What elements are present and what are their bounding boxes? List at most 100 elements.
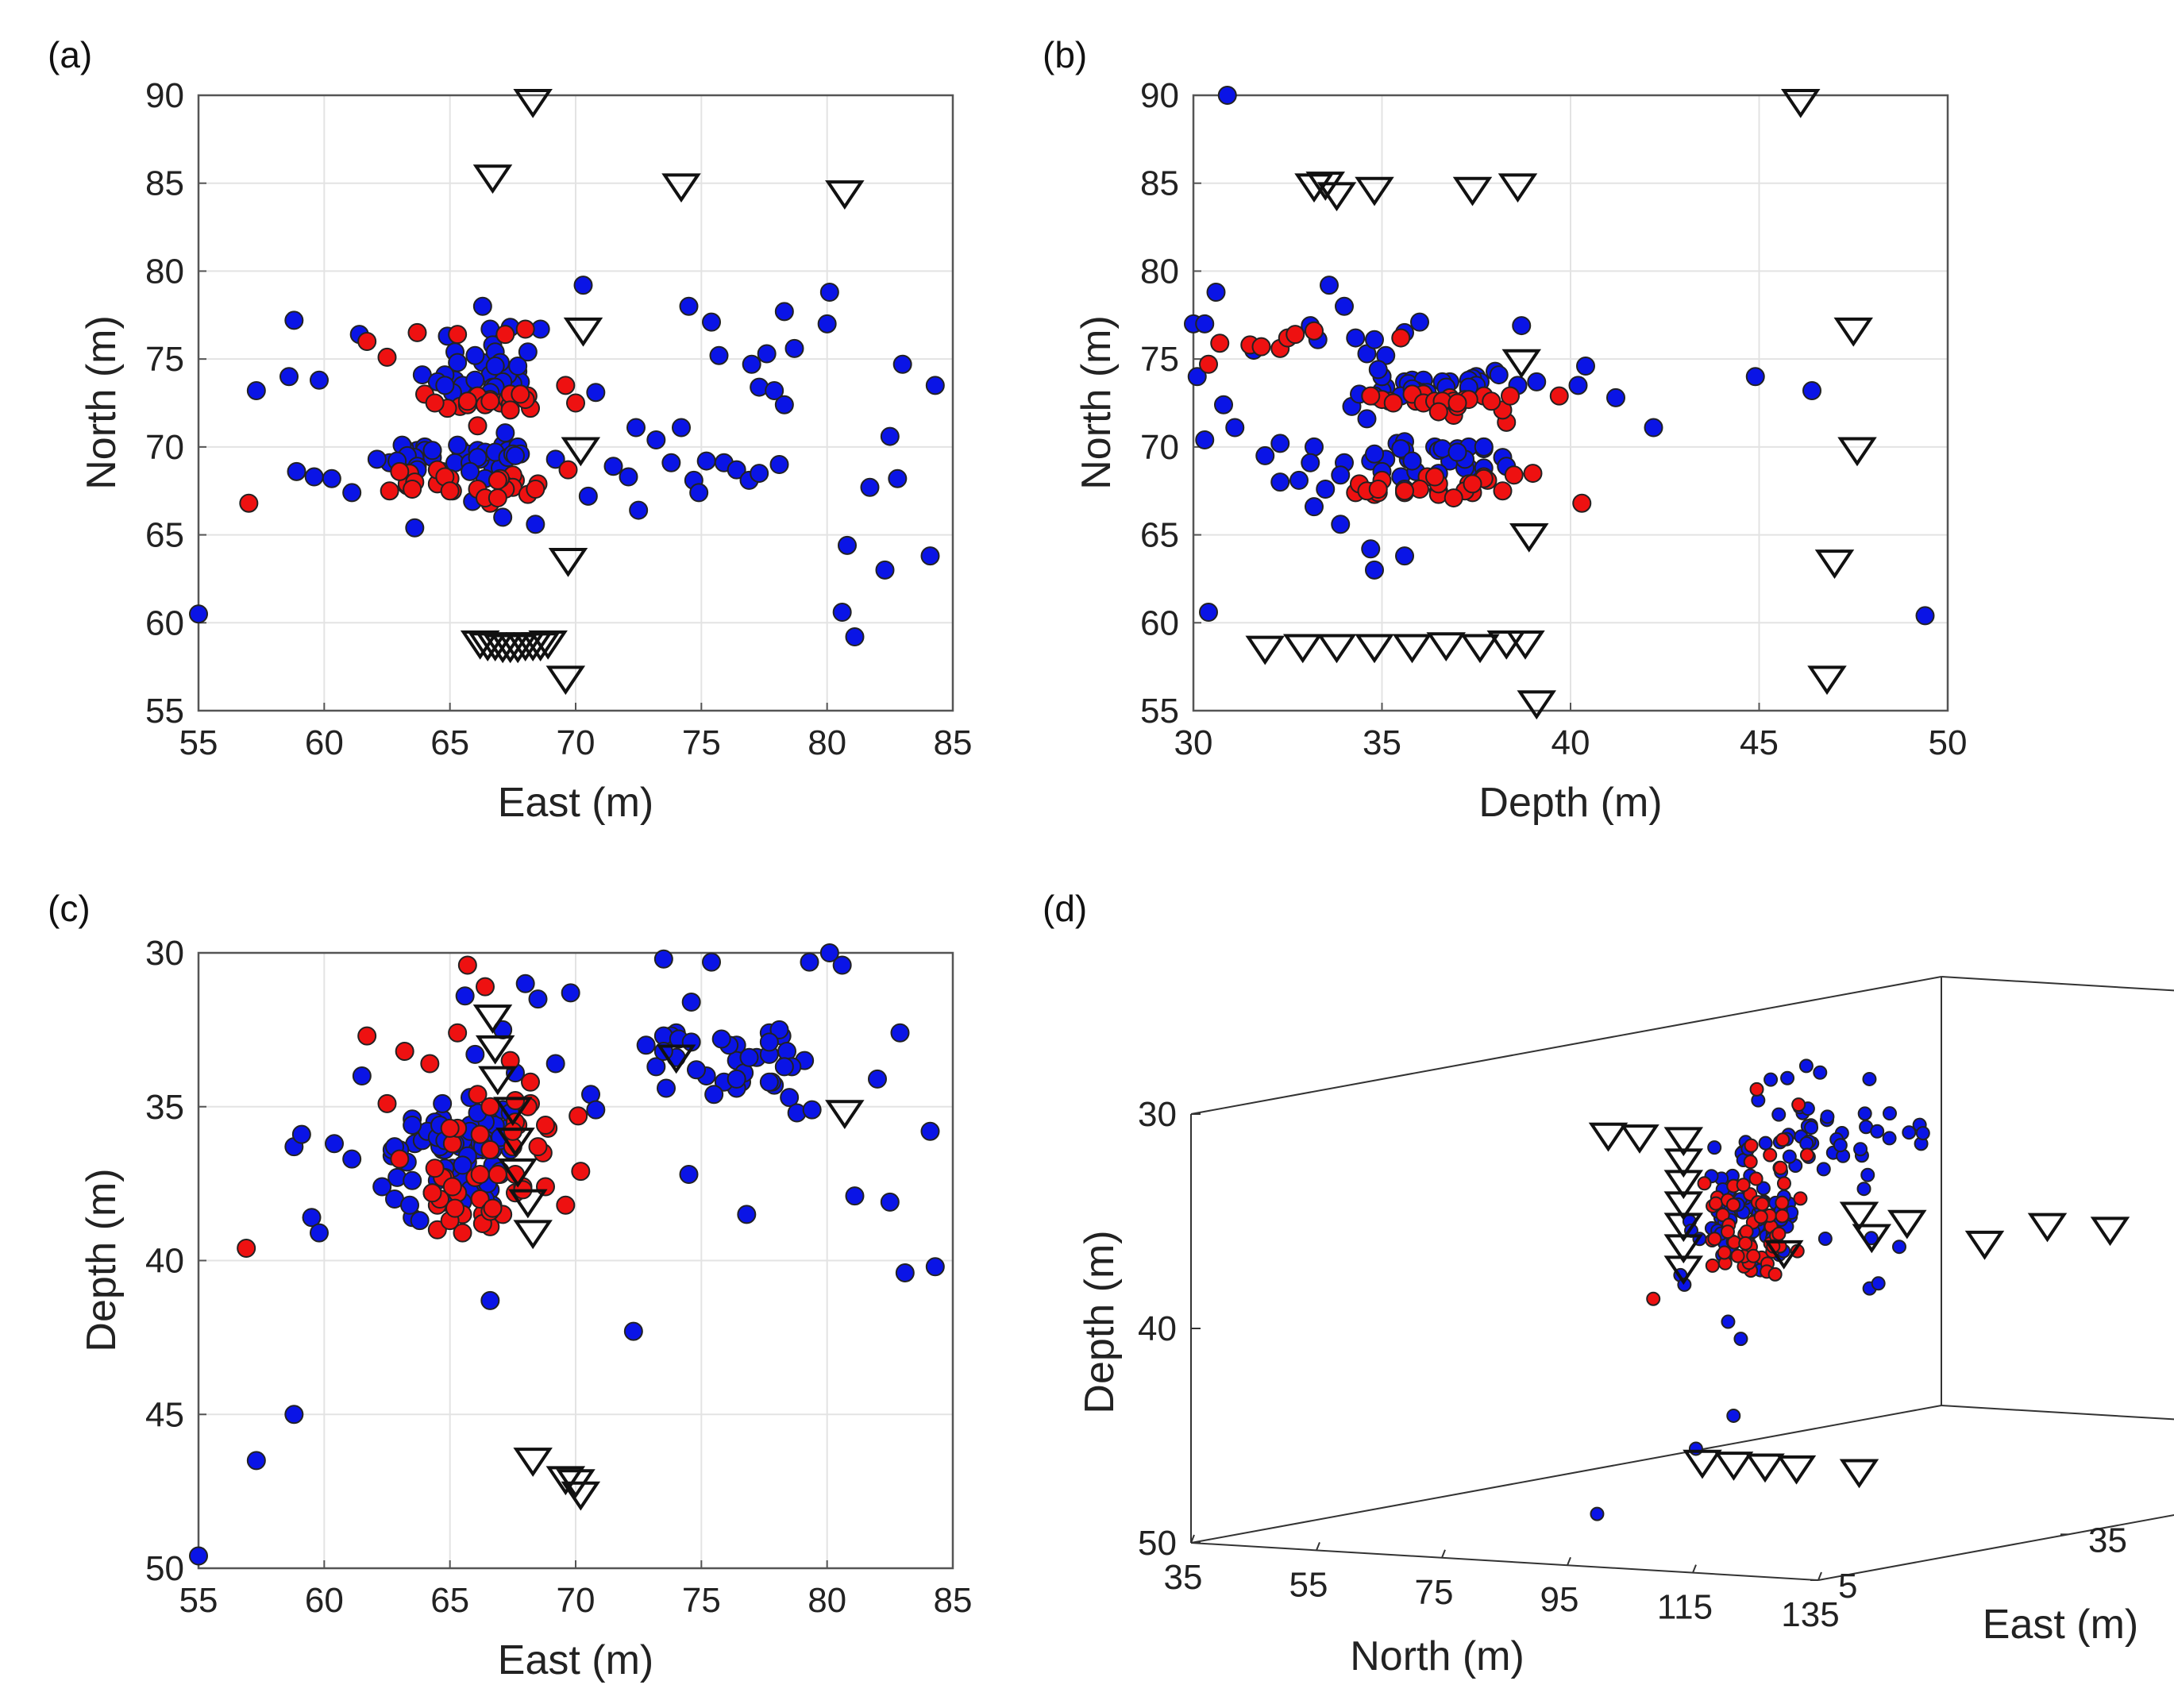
sensor-triangle bbox=[475, 632, 515, 662]
event-point-3d bbox=[1882, 1131, 1897, 1146]
event-point-blue bbox=[1606, 387, 1625, 407]
event-point-3d bbox=[1744, 1138, 1759, 1153]
sensor-triangle bbox=[1245, 635, 1286, 665]
x-tick-label: 65 bbox=[430, 723, 469, 762]
event-point-red bbox=[511, 384, 530, 404]
event-point-red bbox=[536, 1177, 555, 1197]
event-point-blue bbox=[661, 453, 681, 472]
event-point-blue bbox=[1195, 314, 1215, 334]
sensor-triangle bbox=[528, 630, 568, 660]
sensor-triangle bbox=[545, 665, 586, 696]
sensor-triangle bbox=[548, 547, 588, 577]
event-point-blue bbox=[838, 535, 857, 555]
event-point-blue bbox=[925, 1257, 945, 1277]
event-point-3d bbox=[1773, 1160, 1788, 1175]
y-tick-label: 35 bbox=[145, 1088, 184, 1127]
event-point-red bbox=[457, 391, 477, 411]
event-point-3d bbox=[1870, 1124, 1885, 1139]
event-point-3d bbox=[1856, 1182, 1871, 1197]
sensor-triangle bbox=[1355, 634, 1394, 664]
event-point-blue bbox=[1331, 515, 1351, 534]
event-point-red bbox=[448, 325, 468, 345]
sensor-triangle-3d bbox=[1588, 1122, 1629, 1152]
event-point-red bbox=[1210, 334, 1230, 353]
event-point-blue bbox=[774, 1057, 794, 1077]
event-point-blue bbox=[322, 468, 341, 488]
event-point-blue bbox=[892, 354, 912, 374]
box-edge bbox=[1190, 1405, 1942, 1544]
event-point-3d bbox=[1804, 1120, 1819, 1135]
event-point-blue bbox=[573, 276, 593, 295]
event-point-3d bbox=[1748, 1171, 1763, 1186]
sensor-triangle bbox=[520, 632, 561, 662]
event-point-red bbox=[377, 1093, 397, 1113]
event-point-3d bbox=[1726, 1408, 1741, 1423]
sensor-triangle-3d bbox=[2090, 1216, 2130, 1247]
y-tick-label: 70 bbox=[145, 428, 184, 467]
box-edge bbox=[1941, 976, 2174, 992]
event-point-red bbox=[506, 1091, 525, 1110]
y-tick-label: 60 bbox=[1140, 603, 1179, 642]
marks-c bbox=[189, 943, 945, 1566]
x-axis-title-b: Depth (m) bbox=[1478, 780, 1662, 826]
event-point-3d bbox=[1853, 1142, 1868, 1157]
event-point-blue bbox=[1447, 442, 1467, 462]
event-point-blue bbox=[709, 345, 729, 365]
sensor-triangle bbox=[472, 1004, 513, 1034]
event-point-red bbox=[1361, 386, 1381, 406]
sensor-triangle-3d bbox=[1663, 1255, 1704, 1286]
sensor-triangle bbox=[513, 1448, 553, 1477]
event-point-3d bbox=[1791, 1097, 1806, 1112]
north-tick-label: 35 bbox=[1164, 1558, 1203, 1597]
event-point-blue bbox=[845, 1186, 865, 1206]
sensor-triangle-3d bbox=[1763, 1240, 1804, 1270]
tick-mark-north bbox=[1817, 1571, 1822, 1581]
sensor-triangle bbox=[1505, 630, 1545, 660]
event-point-red bbox=[1428, 402, 1448, 422]
event-point-blue bbox=[1568, 376, 1588, 395]
event-point-red bbox=[521, 1072, 540, 1092]
event-point-blue bbox=[679, 296, 699, 316]
event-point-blue bbox=[1391, 439, 1411, 459]
x-tick-label: 35 bbox=[1363, 723, 1401, 762]
sensor-triangle-3d bbox=[1887, 1209, 1927, 1240]
event-point-red bbox=[239, 493, 259, 513]
event-point-blue bbox=[465, 370, 485, 390]
event-point-red bbox=[1504, 465, 1524, 485]
depth-tick-label: 40 bbox=[1138, 1309, 1177, 1348]
event-point-red bbox=[1447, 393, 1467, 413]
sensor-triangle bbox=[475, 1035, 515, 1065]
sensor-triangle bbox=[1392, 634, 1432, 664]
event-point-blue bbox=[1320, 276, 1339, 295]
event-point-blue bbox=[696, 451, 716, 471]
event-point-red bbox=[528, 1137, 548, 1157]
north-tick-label: 75 bbox=[1415, 1573, 1454, 1612]
y-axis-title-d: East (m) bbox=[1983, 1602, 2138, 1648]
panel-label-c: (c) bbox=[48, 888, 91, 929]
event-point-red bbox=[1286, 325, 1305, 345]
sensor-triangle bbox=[1305, 172, 1346, 201]
y-tick-label: 80 bbox=[1140, 252, 1179, 291]
y-tick-label: 50 bbox=[145, 1549, 184, 1588]
sensor-triangle bbox=[1833, 317, 1874, 347]
sensor-triangle-3d bbox=[1683, 1449, 1722, 1479]
event-point-3d bbox=[1709, 1196, 1723, 1211]
event-point-red bbox=[1425, 467, 1444, 487]
event-point-blue bbox=[1206, 283, 1226, 302]
event-point-red bbox=[1368, 480, 1388, 499]
y-tick-label: 45 bbox=[145, 1395, 184, 1434]
event-point-blue bbox=[832, 955, 852, 975]
event-point-red bbox=[468, 1085, 488, 1105]
panel-label-b: (b) bbox=[1043, 34, 1087, 75]
event-point-red bbox=[515, 319, 535, 339]
sensor-triangle-3d bbox=[1663, 1234, 1704, 1264]
sensor-triangle bbox=[1355, 176, 1394, 206]
marks-d bbox=[1588, 1058, 2130, 1521]
event-point-blue bbox=[687, 1060, 706, 1080]
event-point-red bbox=[483, 1198, 503, 1218]
event-point-blue bbox=[279, 367, 299, 387]
event-point-red bbox=[390, 1149, 410, 1169]
event-point-blue bbox=[493, 507, 513, 527]
event-point-3d bbox=[1756, 1181, 1771, 1196]
